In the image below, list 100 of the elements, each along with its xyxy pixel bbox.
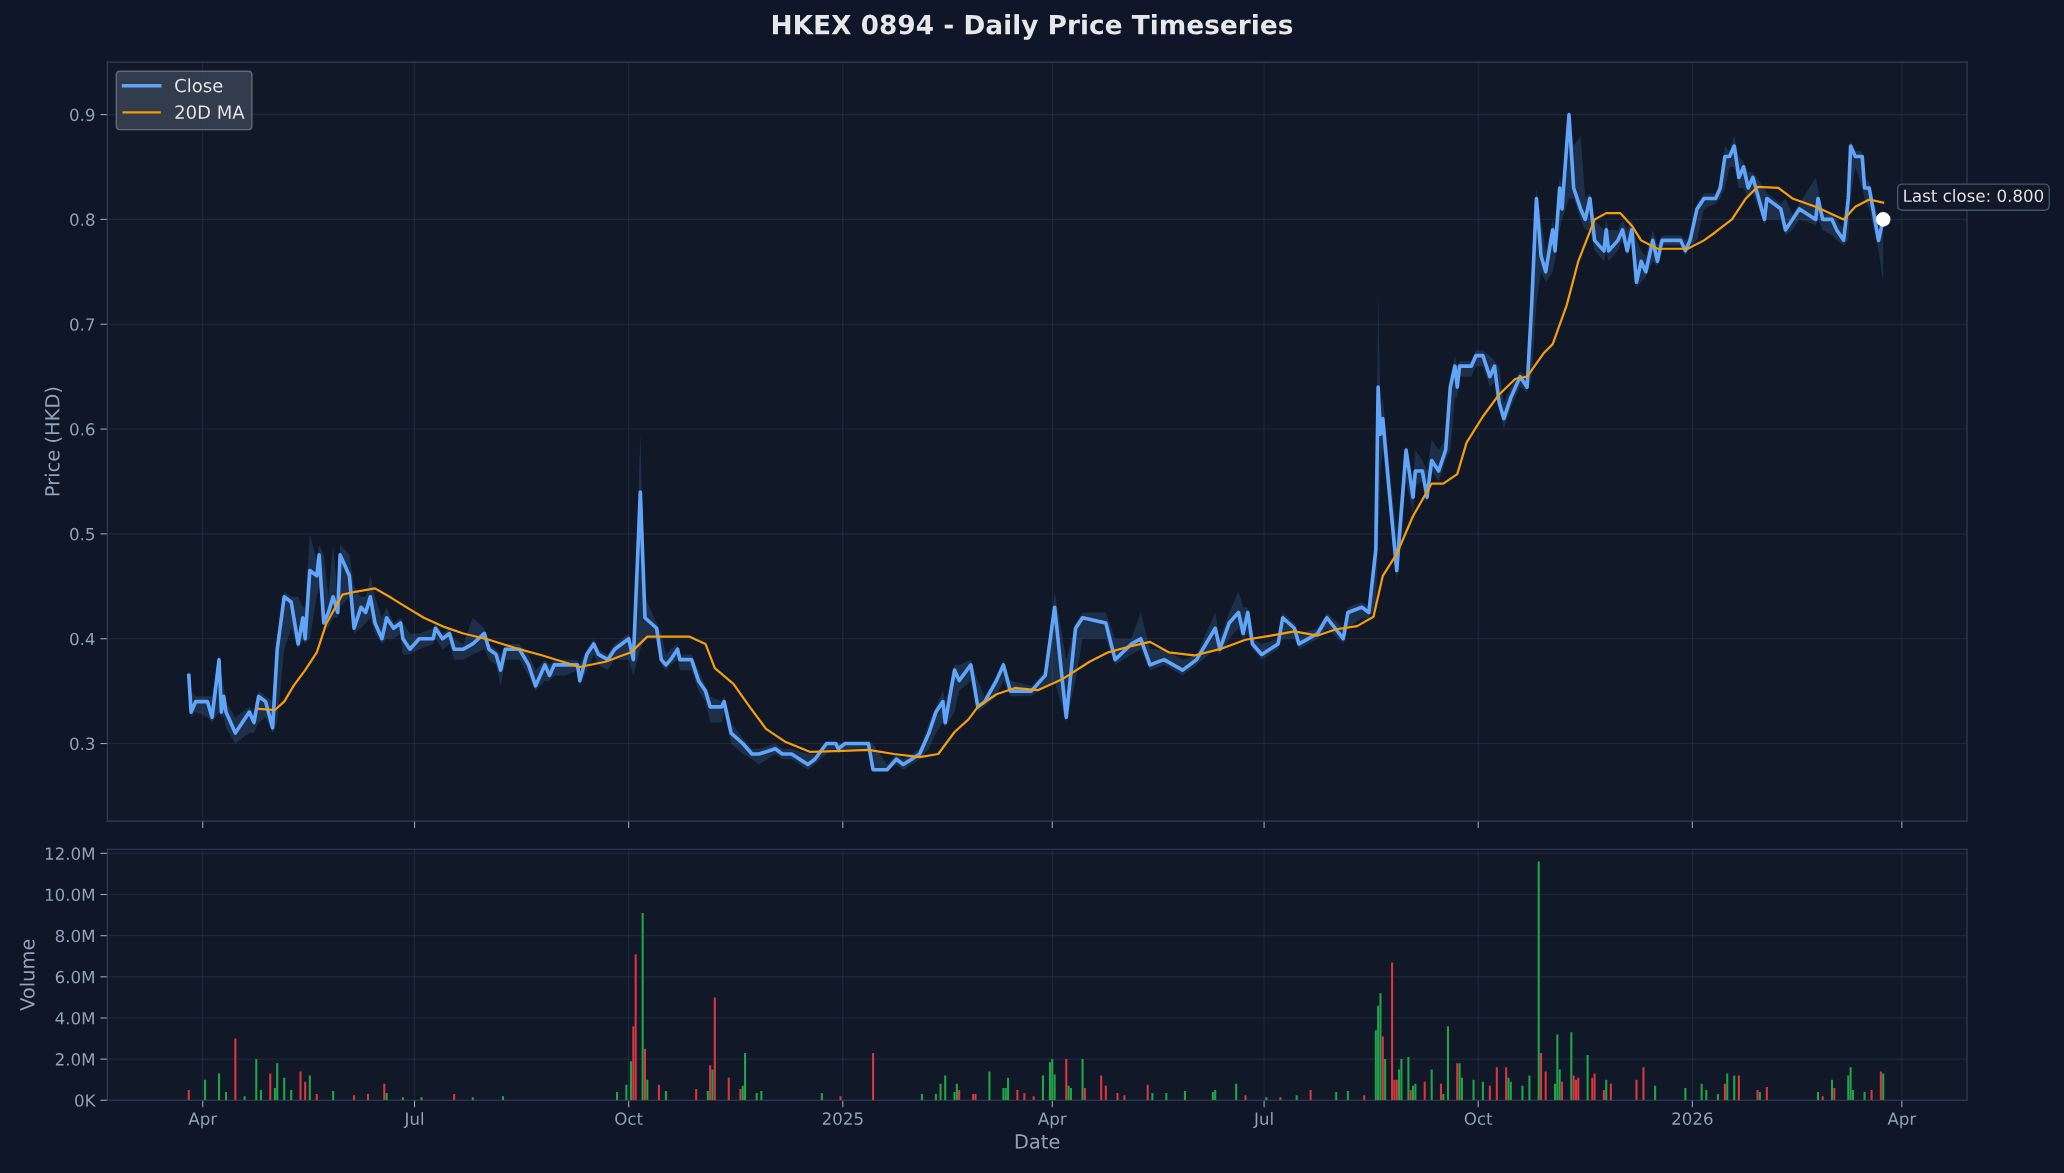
- bar: [1279, 1097, 1282, 1101]
- bar: [643, 1048, 647, 1101]
- y-tick-label: 0.7: [70, 318, 95, 331]
- x-tick-label: Oct: [1464, 1112, 1493, 1125]
- bar: [304, 1081, 307, 1101]
- bar: [1705, 1089, 1708, 1101]
- bar: [224, 1092, 228, 1101]
- bar: [315, 1094, 318, 1101]
- bar: [1560, 1081, 1564, 1101]
- x-tick-label: Jul: [1253, 1112, 1273, 1129]
- bar: [1830, 1079, 1834, 1101]
- bar: [401, 1097, 404, 1101]
- bar: [1495, 1067, 1498, 1101]
- y-tick-label: 0.5: [70, 527, 95, 541]
- bar: [1602, 1089, 1605, 1101]
- annotation: Last close: 0.800: [1904, 189, 2044, 203]
- bar: [744, 1052, 747, 1101]
- bar: [1635, 1079, 1638, 1101]
- bar: [1407, 1057, 1410, 1101]
- bar: [1521, 1085, 1524, 1101]
- y-tick-label: 8.0M: [55, 929, 94, 943]
- y-tick-label: 0.8: [70, 213, 95, 226]
- bar: [1235, 1083, 1238, 1101]
- bar: [1509, 1081, 1512, 1101]
- bar: [1572, 1075, 1575, 1101]
- bar: [1151, 1093, 1154, 1101]
- bar: [255, 1059, 258, 1101]
- bar: [471, 1097, 474, 1101]
- bar: [1083, 1087, 1086, 1101]
- bar: [218, 1073, 221, 1101]
- y-axis-title: Price (HKD): [44, 387, 62, 496]
- bar: [1605, 1079, 1608, 1101]
- bar: [1556, 1034, 1559, 1101]
- bar: [709, 1065, 712, 1101]
- bar: [234, 1038, 237, 1101]
- bar: [839, 1096, 842, 1101]
- bar: [1833, 1087, 1836, 1101]
- bar: [1733, 1075, 1736, 1101]
- bar: [283, 1077, 286, 1101]
- bar: [629, 1061, 633, 1101]
- bar: [1642, 1067, 1645, 1101]
- bar: [727, 1077, 730, 1101]
- bar: [1335, 1092, 1338, 1101]
- y-tick-label: 0.4: [70, 632, 95, 646]
- bar: [453, 1094, 456, 1101]
- bar: [711, 1069, 714, 1101]
- bar: [1346, 1091, 1349, 1101]
- x-tick-label: Oct: [615, 1112, 643, 1125]
- y-tick-label: 0.9: [70, 108, 95, 122]
- bar: [1723, 1083, 1726, 1101]
- bar: [1577, 1077, 1580, 1101]
- bar: [1609, 1083, 1612, 1101]
- bar: [1295, 1095, 1298, 1101]
- bar: [1265, 1097, 1268, 1101]
- bar: [269, 1073, 272, 1101]
- bar: [1863, 1092, 1866, 1101]
- bar: [420, 1097, 423, 1101]
- bar: [1439, 1083, 1443, 1101]
- bar: [299, 1071, 302, 1101]
- bar: [290, 1089, 293, 1101]
- bar: [664, 1091, 667, 1101]
- bar: [1737, 1075, 1740, 1101]
- bar: [366, 1094, 370, 1101]
- bar: [1716, 1094, 1719, 1101]
- bar: [1363, 1095, 1366, 1101]
- bar: [1528, 1075, 1531, 1101]
- y-tick-label: 0.6: [70, 423, 95, 436]
- x-axis-title: Date: [1015, 1134, 1060, 1149]
- bar: [1244, 1095, 1247, 1101]
- x-tick-label: 2025: [822, 1112, 863, 1125]
- line-series: [257, 185, 1885, 759]
- bar: [1442, 1094, 1445, 1101]
- bar: [1505, 1067, 1508, 1101]
- bar: [1540, 1052, 1543, 1101]
- bar: [1123, 1095, 1126, 1101]
- bar: [646, 1079, 649, 1101]
- bar: [1379, 993, 1382, 1101]
- x-tick-label: Jul: [403, 1112, 424, 1129]
- bar: [1081, 1059, 1084, 1101]
- x-tick-label: Apr: [1887, 1112, 1917, 1129]
- bar: [958, 1089, 961, 1101]
- bar: [332, 1091, 335, 1101]
- bar: [625, 1084, 628, 1101]
- bar: [1100, 1075, 1103, 1101]
- bar: [760, 1091, 763, 1101]
- bar: [695, 1088, 698, 1101]
- bar: [1165, 1093, 1168, 1101]
- bar: [187, 1089, 190, 1101]
- bar: [755, 1093, 758, 1101]
- bar: [1430, 1069, 1433, 1101]
- bar: [1765, 1086, 1768, 1101]
- bar: [1570, 1032, 1573, 1101]
- y-tick-label: 2.0M: [55, 1053, 94, 1066]
- bar: [1400, 1059, 1403, 1101]
- bar: [1381, 1036, 1384, 1101]
- bar: [1007, 1077, 1010, 1101]
- bar: [259, 1089, 262, 1101]
- x-tick-label: Apr: [188, 1112, 218, 1129]
- bar: [616, 1092, 619, 1101]
- bar: [1488, 1085, 1491, 1101]
